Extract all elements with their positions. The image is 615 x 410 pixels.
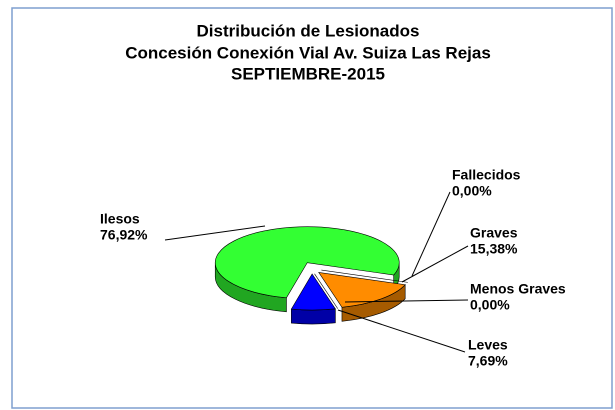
slice-label: Leves [468, 337, 508, 353]
chart-subtitle: SEPTIEMBRE-2015 [231, 64, 385, 83]
slice-value-label: 7,69% [468, 353, 508, 369]
slice-value-label: 0,00% [470, 297, 510, 313]
slice-top [290, 273, 336, 311]
slice-side-shade [341, 284, 406, 322]
pie-slice [318, 272, 406, 322]
slice-label: Ilesos [100, 211, 140, 227]
pie-slice [214, 226, 400, 313]
leader-line [164, 225, 266, 241]
leader-line [411, 191, 451, 277]
leader-line [401, 245, 469, 283]
chart-frame [11, 7, 613, 409]
leader-line [344, 299, 469, 303]
slice-label: Graves [470, 225, 518, 241]
slice-value-label: 76,92% [100, 227, 148, 243]
slice-side-shade [215, 262, 287, 312]
slice-top [318, 272, 406, 308]
slice-value-label: 15,38% [470, 241, 518, 257]
chart-title: Distribución de Lesionados [197, 21, 420, 40]
slice-label: Menos Graves [470, 281, 566, 297]
slice-label: Fallecidos [452, 167, 521, 183]
slice-side-shade [291, 308, 336, 324]
slice-value-label: 0,00% [452, 183, 492, 199]
leader-line [337, 309, 466, 353]
slice-top [215, 226, 400, 299]
pie-slice [290, 273, 336, 325]
chart-subtitle: Concesión Conexión Vial Av. Suiza Las Re… [125, 43, 491, 62]
